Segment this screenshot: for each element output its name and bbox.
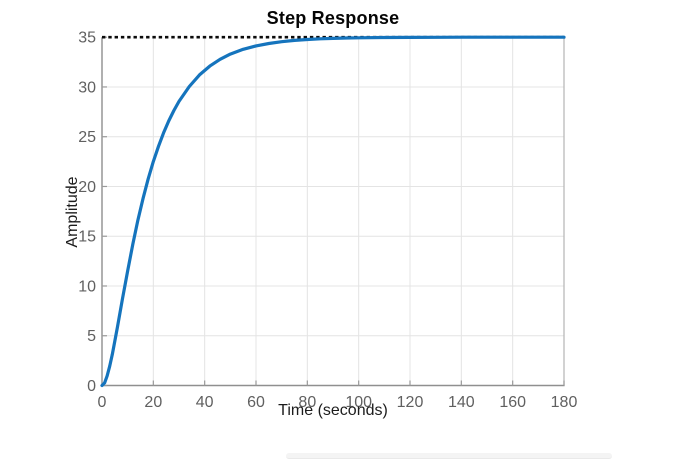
x-tick-label: 20: [144, 394, 162, 411]
x-tick-label: 40: [196, 394, 214, 411]
x-tick-label: 100: [345, 394, 372, 411]
y-tick-label: 30: [78, 79, 96, 96]
y-tick-label: 5: [87, 328, 96, 345]
bottom-edge-artifact: [286, 453, 612, 459]
y-axis-label: Amplitude: [64, 176, 81, 248]
x-tick-label: 160: [499, 394, 526, 411]
x-tick-label: 80: [298, 394, 316, 411]
y-tick-label: 10: [78, 278, 96, 295]
x-tick-label: 0: [98, 394, 107, 411]
y-tick-label: 35: [78, 30, 96, 47]
step-response-curve: [100, 35, 566, 388]
y-tick-label: 25: [78, 129, 96, 146]
y-tick-label: 20: [78, 179, 96, 196]
x-tick-label: 60: [247, 394, 265, 411]
x-tick-label: 180: [551, 394, 578, 411]
y-tick-label: 0: [87, 378, 96, 395]
chart-title: Step Response: [266, 8, 400, 28]
x-axis-label: Time (seconds): [278, 402, 388, 419]
y-tick-label: 15: [78, 229, 96, 246]
x-tick-label: 120: [397, 394, 424, 411]
x-tick-label: 140: [448, 394, 475, 411]
